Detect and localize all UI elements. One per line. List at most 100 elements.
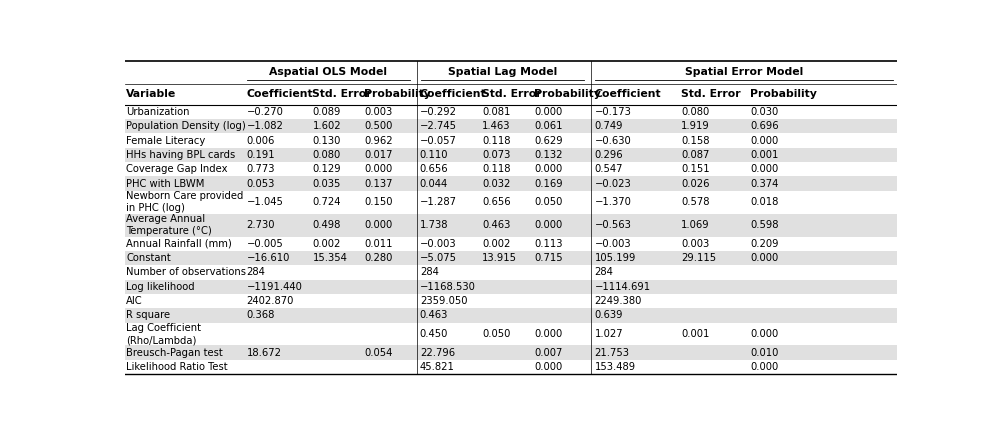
Text: 1.069: 1.069 — [681, 220, 710, 230]
Text: 0.000: 0.000 — [751, 329, 779, 339]
Text: 0.110: 0.110 — [420, 150, 449, 160]
Text: 153.489: 153.489 — [594, 362, 635, 372]
Text: −0.003: −0.003 — [594, 239, 631, 249]
Text: Std. Error: Std. Error — [312, 89, 372, 99]
Text: Urbanization: Urbanization — [127, 107, 189, 117]
Text: Probability: Probability — [751, 89, 818, 99]
Text: Coverage Gap Index: Coverage Gap Index — [127, 164, 227, 174]
Text: 0.773: 0.773 — [246, 164, 275, 174]
Text: −1.082: −1.082 — [246, 121, 283, 131]
Text: 0.498: 0.498 — [312, 220, 341, 230]
Text: 0.006: 0.006 — [246, 136, 275, 145]
Text: 45.821: 45.821 — [420, 362, 455, 372]
Text: 0.000: 0.000 — [534, 107, 562, 117]
Text: −5.075: −5.075 — [420, 253, 457, 263]
Text: 0.080: 0.080 — [681, 107, 709, 117]
Text: Log likelihood: Log likelihood — [127, 282, 194, 292]
Text: 0.374: 0.374 — [751, 179, 779, 189]
Text: 0.081: 0.081 — [483, 107, 510, 117]
Text: Variable: Variable — [127, 89, 176, 99]
Text: 0.011: 0.011 — [364, 239, 393, 249]
Text: 0.656: 0.656 — [483, 197, 511, 207]
Text: 0.001: 0.001 — [681, 329, 709, 339]
Text: 2.730: 2.730 — [246, 220, 275, 230]
Text: 0.007: 0.007 — [534, 348, 562, 357]
Text: 0.450: 0.450 — [420, 329, 449, 339]
Text: Coefficient: Coefficient — [420, 89, 487, 99]
Text: −1168.530: −1168.530 — [420, 282, 476, 292]
Text: 0.137: 0.137 — [364, 179, 393, 189]
Bar — [125, 134, 897, 148]
Text: 0.000: 0.000 — [751, 136, 779, 145]
Text: 29.115: 29.115 — [681, 253, 716, 263]
Text: 0.169: 0.169 — [534, 179, 562, 189]
Text: 0.715: 0.715 — [534, 253, 562, 263]
Text: Average Annual
Temperature (°C): Average Annual Temperature (°C) — [127, 214, 212, 236]
Text: 0.000: 0.000 — [534, 362, 562, 372]
Text: −16.610: −16.610 — [246, 253, 290, 263]
Text: −0.630: −0.630 — [594, 136, 631, 145]
Text: 0.054: 0.054 — [364, 348, 393, 357]
Text: 1.027: 1.027 — [594, 329, 623, 339]
Text: −0.057: −0.057 — [420, 136, 457, 145]
Text: Std. Error: Std. Error — [681, 89, 741, 99]
Text: −1.287: −1.287 — [420, 197, 457, 207]
Text: 15.354: 15.354 — [312, 253, 347, 263]
Bar — [125, 119, 897, 134]
Bar — [125, 279, 897, 294]
Text: 0.130: 0.130 — [312, 136, 341, 145]
Text: 1.919: 1.919 — [681, 121, 710, 131]
Text: 2402.870: 2402.870 — [246, 296, 294, 306]
Text: 0.113: 0.113 — [534, 239, 562, 249]
Text: 0.132: 0.132 — [534, 150, 562, 160]
Text: 0.017: 0.017 — [364, 150, 393, 160]
Text: 0.073: 0.073 — [483, 150, 510, 160]
Text: −1114.691: −1114.691 — [594, 282, 650, 292]
Bar — [125, 84, 897, 105]
Text: 0.000: 0.000 — [534, 220, 562, 230]
Text: 0.000: 0.000 — [751, 362, 779, 372]
Text: −0.563: −0.563 — [594, 220, 631, 230]
Bar — [125, 61, 897, 84]
Text: Constant: Constant — [127, 253, 170, 263]
Bar — [125, 346, 897, 360]
Text: Number of observations: Number of observations — [127, 268, 246, 277]
Text: Probability: Probability — [534, 89, 601, 99]
Text: 0.002: 0.002 — [312, 239, 341, 249]
Text: 0.150: 0.150 — [364, 197, 393, 207]
Text: 0.087: 0.087 — [681, 150, 709, 160]
Text: 0.696: 0.696 — [751, 121, 779, 131]
Text: 0.598: 0.598 — [751, 220, 779, 230]
Text: 0.002: 0.002 — [483, 239, 510, 249]
Text: 0.463: 0.463 — [420, 310, 449, 321]
Text: 0.000: 0.000 — [751, 164, 779, 174]
Bar — [125, 105, 897, 119]
Text: 0.030: 0.030 — [751, 107, 779, 117]
Text: Likelihood Ratio Test: Likelihood Ratio Test — [127, 362, 227, 372]
Text: 0.191: 0.191 — [246, 150, 275, 160]
Text: Std. Error: Std. Error — [483, 89, 542, 99]
Bar — [125, 360, 897, 374]
Text: 1.602: 1.602 — [312, 121, 341, 131]
Text: −0.292: −0.292 — [420, 107, 457, 117]
Text: 13.915: 13.915 — [483, 253, 517, 263]
Text: 0.118: 0.118 — [483, 136, 510, 145]
Text: 0.280: 0.280 — [364, 253, 393, 263]
Text: 0.656: 0.656 — [420, 164, 449, 174]
Bar — [125, 148, 897, 162]
Text: 0.050: 0.050 — [483, 329, 510, 339]
Text: 0.151: 0.151 — [681, 164, 710, 174]
Text: PHC with LBWM: PHC with LBWM — [127, 179, 204, 189]
Text: 0.639: 0.639 — [594, 310, 623, 321]
Text: Lag Coefficient
(Rho/Lambda): Lag Coefficient (Rho/Lambda) — [127, 323, 201, 345]
Text: 284: 284 — [420, 268, 439, 277]
Text: −1.045: −1.045 — [246, 197, 283, 207]
Text: −0.023: −0.023 — [594, 179, 631, 189]
Bar — [125, 251, 897, 265]
Text: 0.629: 0.629 — [534, 136, 562, 145]
Text: 22.796: 22.796 — [420, 348, 455, 357]
Text: 0.000: 0.000 — [751, 253, 779, 263]
Text: 0.368: 0.368 — [246, 310, 275, 321]
Text: R square: R square — [127, 310, 170, 321]
Bar — [125, 294, 897, 308]
